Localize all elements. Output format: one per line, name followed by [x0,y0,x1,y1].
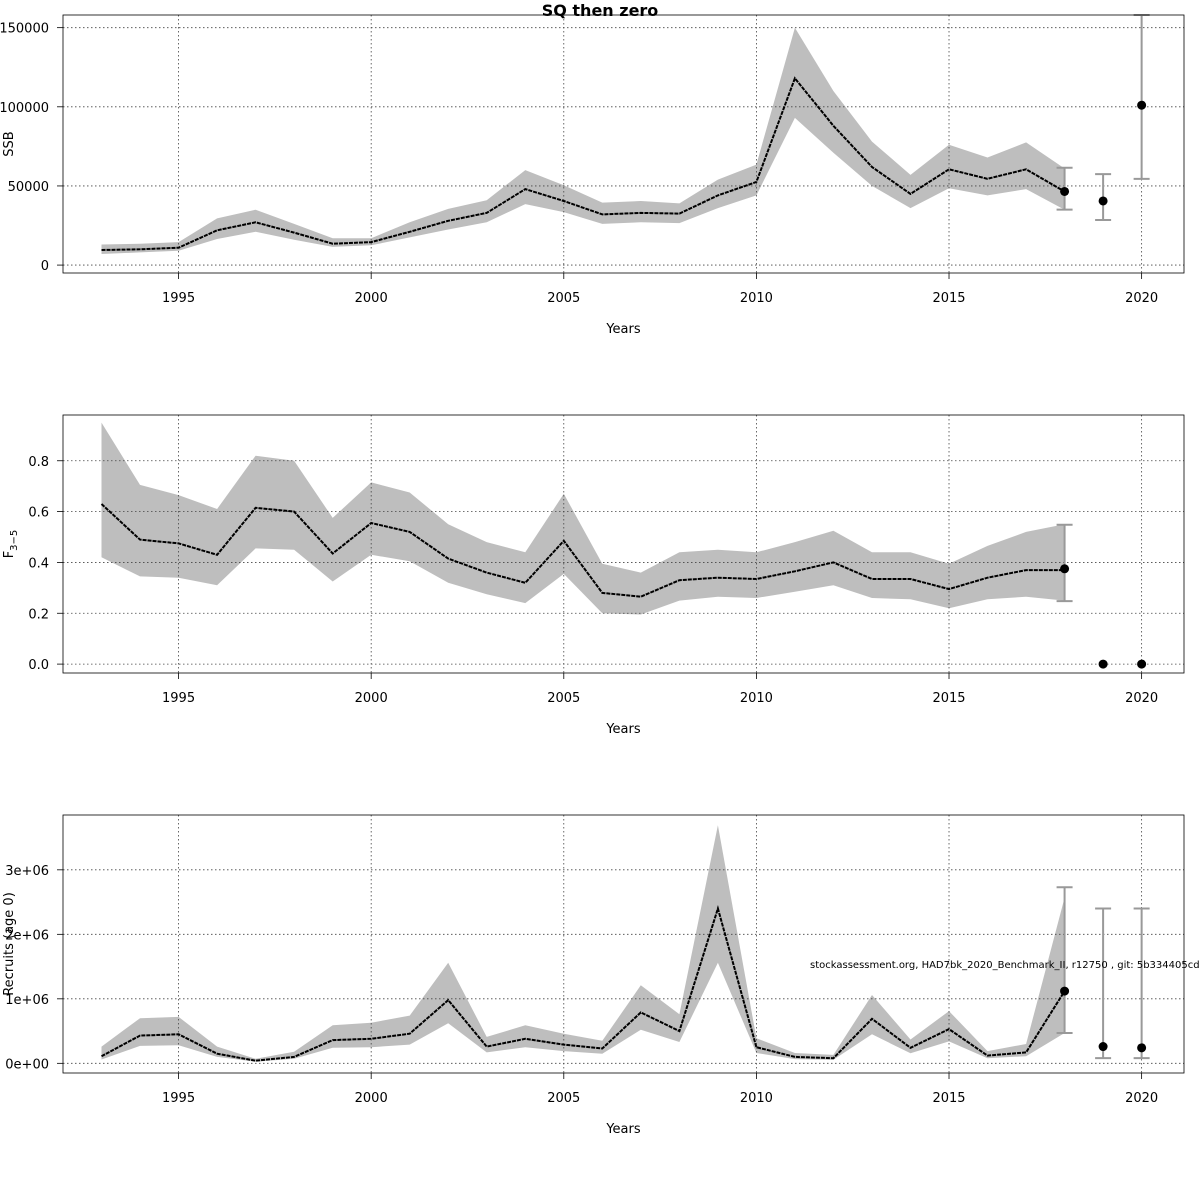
y-tick-label: 2e+06 [5,928,49,943]
y-tick-label: 150000 [0,22,49,37]
x-tick-label: 1995 [162,291,195,306]
x-tick-label: 2015 [932,691,965,706]
forecast-point [1098,659,1108,669]
x-tick-label: 2005 [547,1091,580,1106]
x-axis-title: Years [605,722,641,737]
x-tick-label: 2005 [547,691,580,706]
x-tick-label: 2000 [355,291,388,306]
x-tick-label: 2000 [355,1091,388,1106]
ssb-panel: 1995 2000 2005 2010 2015 2020 0 50000 100000 1500… [0,14,1185,337]
confidence-band [101,825,1065,1062]
forecast-point [1060,564,1070,574]
x-axis-title: Years [605,322,641,337]
footnote: stockassessment.org, HAD7bk_2020_Benchma… [810,960,1200,971]
x-tick-label: 2020 [1125,691,1158,706]
y-tick-label: 0e+00 [5,1057,49,1072]
y-tick-label: 0.2 [28,607,49,622]
fishing-mortality-panel: 1995 2000 2005 2010 2015 2020 0.0 0.2 0.4 0.6 0.8 Y… [2,414,1185,737]
forecast-point [1137,100,1147,110]
y-axis-title: Recruits (age 0) [2,892,17,996]
x-tick-label: 2010 [740,291,773,306]
forecast-point [1060,986,1070,996]
confidence-band [101,27,1065,255]
x-tick-label: 2015 [932,291,965,306]
x-axis-title: Years [605,1122,641,1137]
chart-title: SQ then zero [542,1,659,20]
x-tick-label: 2010 [740,1091,773,1106]
y-axis-title: SSB [2,131,17,156]
y-axis-subscript: 3−5 [9,530,20,551]
plot-frame [62,14,1185,274]
estimate-line [101,76,1066,251]
y-tick-label: 0.6 [28,506,49,521]
y-tick-label: 0 [41,259,49,274]
x-tick-label: 2015 [932,1091,965,1106]
x-tick-label: 1995 [162,1091,195,1106]
y-tick-label: 50000 [8,180,49,195]
plot-frame [62,814,1185,1074]
forecast-point [1137,659,1147,669]
plot-frame [62,414,1185,674]
x-tick-label: 2020 [1125,1091,1158,1106]
x-tick-label: 2010 [740,691,773,706]
estimate-line [100,503,1065,598]
y-tick-label: 1e+06 [5,993,49,1008]
forecast-point [1098,196,1108,206]
y-tick-label: 3e+06 [5,864,49,879]
x-tick-label: 2005 [547,291,580,306]
forecast-point [1137,1043,1147,1053]
forecast-point [1060,186,1070,196]
y-axis-title: F3−5 [2,530,20,559]
x-tick-label: 1995 [162,691,195,706]
y-tick-label: 100000 [0,101,49,116]
x-tick-label: 2020 [1125,291,1158,306]
y-tick-label: 0.0 [28,658,49,673]
y-tick-label: 0.4 [28,556,49,571]
forecast-point [1098,1042,1108,1052]
confidence-band [101,422,1065,615]
recruitment-panel: 1995 2000 2005 2010 2015 2020 0e+00 1e+06 2e+06 3… [2,814,1185,1137]
y-tick-label: 0.8 [28,455,49,470]
estimate-line [101,904,1066,1062]
x-tick-label: 2000 [355,691,388,706]
